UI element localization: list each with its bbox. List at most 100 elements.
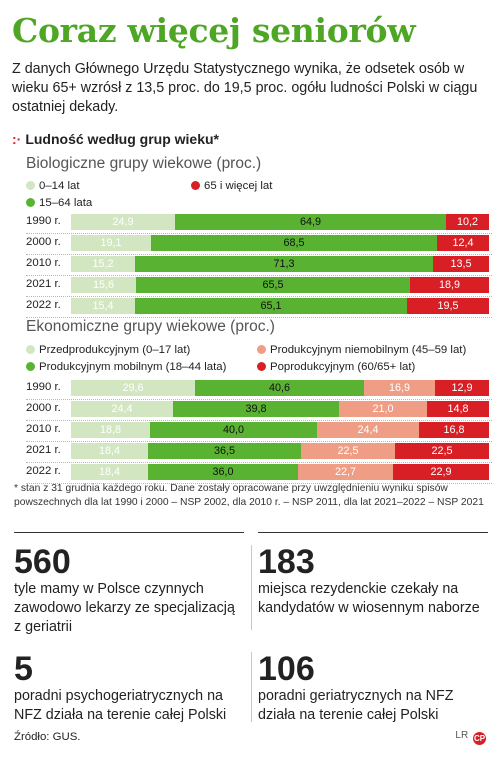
bar-segment: 40,0: [150, 422, 317, 438]
subhead-mark: :·: [12, 131, 22, 147]
year-label: 1990 r.: [26, 381, 61, 393]
bio-legend-item-2: 65 i więcej lat: [191, 180, 272, 192]
lead-paragraph: Z danych Głównego Urzędu Statystycznego …: [12, 61, 478, 115]
subhead-text: Ludność według grup wieku*: [25, 131, 220, 147]
bar-segment: 24,4: [317, 422, 419, 438]
bar-segment: 22,5: [301, 443, 395, 459]
bar-row: 2021 r. 18,4 36,5 22,5 22,5: [26, 443, 496, 459]
row-separator: [26, 399, 492, 400]
stats-rule-left: [14, 532, 244, 533]
stat-number-4: 106: [258, 650, 315, 688]
stat-number-2: 183: [258, 543, 315, 581]
row-separator: [26, 462, 492, 463]
bar-segment: 24,4: [71, 401, 173, 417]
stacked-bar: 24,9 64,9 10,2: [71, 214, 489, 230]
bar-segment: 14,8: [427, 401, 489, 417]
stat-text-3: poradni psychogeriatrycznych na NFZ dzia…: [14, 688, 227, 723]
stats-divider-top: [251, 545, 252, 630]
chart-subheading: :· Ludność według grup wieku*: [12, 131, 219, 147]
eco-legend-item-2: Produkcyjnym niemobilnym (45–59 lat): [257, 344, 466, 356]
bar-segment: 24,9: [71, 214, 175, 230]
row-separator: [26, 317, 492, 318]
credit-initials: LR: [455, 730, 469, 741]
row-separator: [26, 275, 492, 276]
legend-dot: [191, 181, 200, 190]
bar-segment: 12,9: [435, 380, 489, 396]
legend-dot: [26, 198, 35, 207]
year-label: 2022 r.: [26, 299, 61, 311]
stat-number-1: 560: [14, 543, 71, 581]
row-separator: [26, 441, 492, 442]
bar-segment: 10,2: [446, 214, 489, 230]
stacked-bar: 15,4 65,1 19,5: [71, 298, 489, 314]
stacked-bar: 19,1 68,5 12,4: [71, 235, 489, 251]
bar-segment: 18,9: [410, 277, 489, 293]
bar-segment: 21,0: [339, 401, 427, 417]
stat-number-3: 5: [14, 650, 33, 688]
bio-chart-title: Biologiczne grupy wiekowe (proc.): [26, 155, 262, 172]
stat-text-4: poradni geriatrycznych na NFZ działa na …: [258, 688, 454, 723]
stacked-bar: 15,2 71,3 13,5: [71, 256, 489, 272]
bar-segment: 19,1: [71, 235, 151, 251]
row-separator: [26, 296, 492, 297]
bar-segment: 65,5: [136, 277, 410, 293]
stat-text-1: tyle mamy w Polsce czynnych zawodowo lek…: [14, 581, 235, 635]
legend-dot: [26, 345, 35, 354]
bar-row: 1990 r. 24,9 64,9 10,2: [26, 214, 496, 230]
bar-segment: 15,2: [71, 256, 135, 272]
year-label: 2000 r.: [26, 402, 61, 414]
bar-row: 2010 r. 15,2 71,3 13,5: [26, 256, 496, 272]
source-note: Źródło: GUS.: [14, 731, 81, 743]
bar-row: 2022 r. 18,4 36,0 22,7 22,9: [26, 464, 496, 480]
row-separator: [26, 233, 492, 234]
credit: LR CP: [455, 730, 486, 745]
bar-segment: 29,6: [71, 380, 195, 396]
legend-dot: [257, 362, 266, 371]
year-label: 2021 r.: [26, 278, 61, 290]
bar-segment: 71,3: [135, 256, 433, 272]
year-label: 2022 r.: [26, 465, 61, 477]
bar-segment: 65,1: [135, 298, 407, 314]
bar-row: 2021 r. 15,6 65,5 18,9: [26, 277, 496, 293]
stacked-bar: 29,6 40,6 16,9 12,9: [71, 380, 489, 396]
year-label: 2010 r.: [26, 257, 61, 269]
bar-row: 2022 r. 15,4 65,1 19,5: [26, 298, 496, 314]
stacked-bar: 15,6 65,5 18,9: [71, 277, 489, 293]
bar-row: 2010 r. 18,8 40,0 24,4 16,8: [26, 422, 496, 438]
legend-dot: [26, 362, 35, 371]
bar-segment: 36,5: [148, 443, 301, 459]
bar-segment: 22,5: [395, 443, 489, 459]
bar-segment: 16,8: [419, 422, 489, 438]
stat-text-2: miejsca rezydenckie czekały na kandydató…: [258, 581, 480, 616]
bar-row: 2000 r. 19,1 68,5 12,4: [26, 235, 496, 251]
bar-segment: 40,6: [195, 380, 364, 396]
eco-chart-title: Ekonomiczne grupy wiekowe (proc.): [26, 318, 275, 335]
row-separator: [26, 254, 492, 255]
year-label: 2010 r.: [26, 423, 61, 435]
row-separator: [26, 420, 492, 421]
bar-segment: 68,5: [151, 235, 437, 251]
bar-segment: 13,5: [433, 256, 489, 272]
eco-legend-item-1: Produkcyjnym mobilnym (18–44 lata): [26, 361, 226, 373]
eco-legend-item-3: Poprodukcyjnym (60/65+ lat): [257, 361, 415, 373]
bar-segment: 18,4: [71, 443, 148, 459]
stats-divider-bottom: [251, 652, 252, 722]
stacked-bar: 24,4 39,8 21,0 14,8: [71, 401, 489, 417]
stacked-bar: 18,8 40,0 24,4 16,8: [71, 422, 489, 438]
bar-segment: 18,8: [71, 422, 150, 438]
stacked-bar: 18,4 36,0 22,7 22,9: [71, 464, 489, 480]
page-title: Coraz więcej seniorów: [12, 11, 416, 50]
bar-segment: 39,8: [173, 401, 339, 417]
bar-segment: 22,9: [393, 464, 489, 480]
bar-row: 1990 r. 29,6 40,6 16,9 12,9: [26, 380, 496, 396]
bar-segment: 15,4: [71, 298, 135, 314]
bar-segment: 18,4: [71, 464, 148, 480]
year-label: 1990 r.: [26, 215, 61, 227]
legend-dot: [26, 181, 35, 190]
eco-legend-item-0: Przedprodukcyjnym (0–17 lat): [26, 344, 190, 356]
stats-rule-right: [258, 532, 488, 533]
bar-segment: 19,5: [407, 298, 489, 314]
row-separator: [26, 483, 492, 484]
stacked-bar: 18,4 36,5 22,5 22,5: [71, 443, 489, 459]
bar-segment: 15,6: [71, 277, 136, 293]
